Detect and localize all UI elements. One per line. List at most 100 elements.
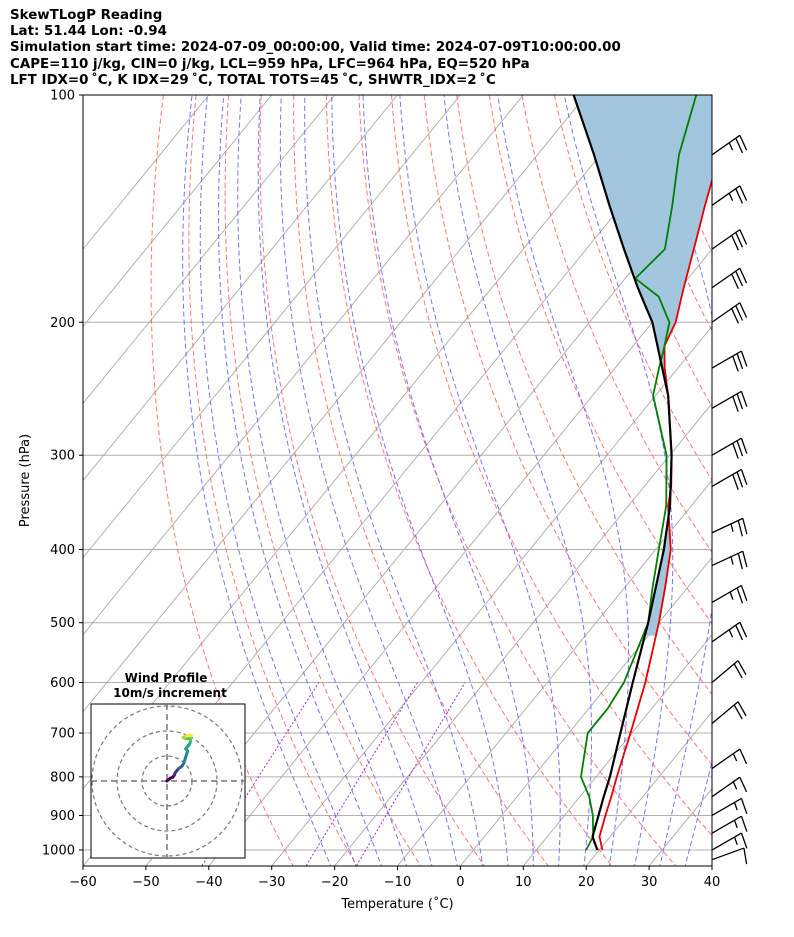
moist-adiabat [279, 95, 458, 866]
wind-barb [711, 550, 748, 570]
hodograph-title: Wind Profile [125, 671, 208, 685]
wind-barb [711, 776, 748, 798]
moist-adiabat [443, 95, 593, 866]
y-tick-label: 1000 [42, 844, 75, 859]
dry-adiabat [750, 95, 794, 869]
moist-adiabat [237, 95, 408, 866]
stability-line: CAPE=110 j/kg, CIN=0 j/kg, LCL=959 hPa, … [10, 56, 530, 72]
dry-adiabat [259, 95, 486, 866]
moist-adiabat [182, 95, 332, 866]
wind-barb [711, 701, 747, 725]
wind-barb [711, 815, 748, 834]
x-axis-label: Temperature (˚C) [340, 896, 453, 912]
wind-barb [711, 832, 748, 851]
x-tick-label: −40 [195, 875, 222, 890]
wind-barb [711, 468, 748, 491]
y-tick-label: 400 [50, 543, 75, 558]
wind-barb [711, 390, 748, 412]
wind-barb [711, 660, 747, 684]
y-tick-label: 600 [50, 676, 75, 691]
isotherm-line [396, 479, 712, 866]
y-tick-label: 300 [50, 449, 75, 464]
dry-adiabat [391, 95, 712, 837]
isotherm-line [522, 633, 712, 866]
dry-adiabat [423, 95, 712, 766]
x-tick-label: −60 [69, 875, 96, 890]
x-tick-label: 10 [515, 875, 532, 890]
wind-barb [711, 517, 748, 537]
wind-barb [711, 621, 748, 643]
dry-adiabat [456, 95, 712, 696]
x-tick-label: −20 [321, 875, 348, 890]
time-line: Simulation start time: 2024-07-09_00:00:… [10, 40, 621, 56]
dry-adiabat [488, 95, 712, 625]
wind-barb [711, 847, 748, 865]
isotherm-line [271, 325, 712, 866]
moist-adiabat [497, 95, 630, 866]
wind-barb [711, 797, 748, 817]
dry-adiabat [717, 95, 794, 869]
isotherm-line [334, 402, 712, 866]
dewpoint-profile-line [580, 95, 698, 851]
isotherm-line [83, 95, 524, 636]
wind-barb [711, 437, 748, 459]
wind-barb [711, 302, 748, 324]
moist-adiabat [647, 95, 712, 866]
plot-area [83, 95, 794, 869]
dry-adiabat [293, 95, 549, 866]
dry-adiabat [521, 95, 712, 554]
moist-adiabat [257, 95, 433, 866]
dry-adiabat [782, 95, 794, 869]
x-tick-label: −50 [132, 875, 159, 890]
moist-adiabat [218, 95, 382, 866]
y-tick-label: 100 [50, 89, 75, 104]
chart-header: SkewTLogP Reading Lat: 51.44 Lon: -0.94 … [10, 8, 621, 89]
y-axis-label: Pressure (hPa) [18, 434, 33, 527]
y-tick-label: 900 [50, 809, 75, 824]
y-tick-label: 200 [50, 316, 75, 331]
isotherm-line [83, 95, 335, 405]
isotherm-line [585, 711, 712, 866]
x-tick-label: 20 [578, 875, 595, 890]
y-tick-label: 500 [50, 616, 75, 631]
isotherm-line [208, 248, 712, 866]
y-tick-label: 800 [50, 770, 75, 785]
isotherm-line [83, 95, 273, 328]
isotherm-line [711, 865, 712, 866]
dry-adiabat [325, 95, 613, 866]
wind-barb [711, 229, 748, 251]
x-tick-label: 30 [641, 875, 658, 890]
wind-barb [711, 584, 748, 604]
wind-barb [711, 267, 748, 290]
x-tick-label: −10 [384, 875, 411, 890]
isotherm-line [83, 95, 210, 250]
moist-adiabat [362, 95, 534, 866]
mixing-ratio-line [305, 682, 419, 866]
moist-adiabat [399, 95, 561, 866]
hodograph-segment [188, 733, 193, 738]
mixing-ratio-line [355, 682, 466, 866]
wind-barb [711, 350, 748, 372]
isotherm-line [459, 556, 712, 866]
moist-adiabat [199, 95, 357, 866]
isotherm-line [83, 95, 587, 713]
wind-barb [711, 748, 748, 770]
index-line: LFT IDX=0 ˚C, K IDX=29 ˚C, TOTAL TOTS=45… [10, 72, 496, 88]
chart-title: SkewTLogP Reading [10, 8, 163, 23]
parcel-profile-line [572, 95, 673, 851]
hodograph-subtitle: 10m/s increment [113, 686, 227, 700]
x-tick-label: −30 [258, 875, 285, 890]
x-tick-label: 0 [456, 875, 464, 890]
moist-adiabat [331, 95, 509, 866]
hodograph-plot [91, 704, 245, 858]
wind-barb [711, 134, 748, 156]
dry-adiabat [358, 95, 677, 866]
location-line: Lat: 51.44 Lon: -0.94 [10, 24, 167, 40]
y-tick-label: 700 [50, 727, 75, 742]
moist-adiabat [304, 95, 484, 866]
wind-barb [711, 185, 748, 206]
cape-area [573, 95, 712, 636]
x-tick-label: 40 [704, 875, 721, 890]
dry-adiabat [224, 95, 422, 866]
